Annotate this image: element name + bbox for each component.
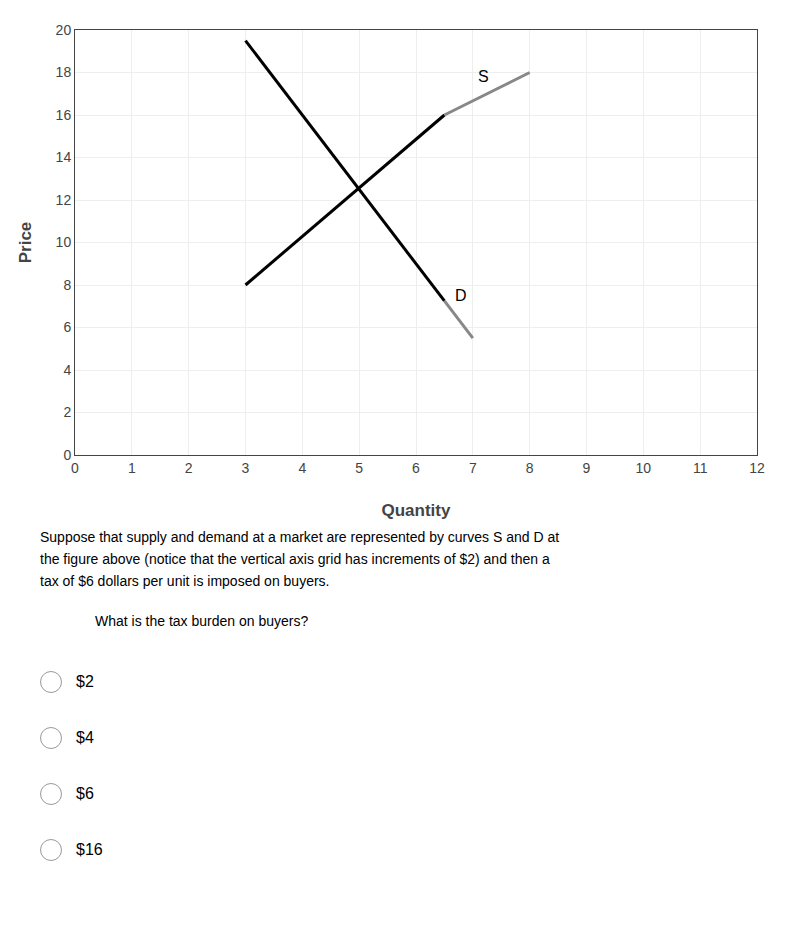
html-text:$2: $2 (76, 673, 94, 690)
html-text:What is the tax burden on buye: What is the tax burden on buyers? (95, 613, 309, 629)
svg-text:10: 10 (56, 234, 72, 250)
svg-text:6: 6 (412, 460, 420, 476)
html-text:the figure above (notice that: the figure above (notice that the vertic… (40, 551, 550, 567)
svg-text:7: 7 (469, 460, 477, 476)
svg-text:6: 6 (63, 319, 71, 335)
html-text:$6: $6 (76, 785, 94, 802)
svg-text:4: 4 (63, 362, 71, 378)
svg-text:2: 2 (185, 460, 193, 476)
svg-text:12: 12 (56, 192, 72, 208)
svg-text:10: 10 (636, 460, 652, 476)
svg-text:Quantity: Quantity (382, 501, 451, 520)
svg-text:Price: Price (16, 222, 35, 264)
svg-text:D: D (455, 287, 467, 304)
svg-text:1: 1 (128, 460, 136, 476)
html-text:Suppose that supply and demand: Suppose that supply and demand at a mark… (40, 529, 560, 545)
svg-text:0: 0 (71, 460, 79, 476)
svg-text:20: 20 (56, 22, 72, 38)
html-text:$4: $4 (76, 729, 94, 746)
svg-text:4: 4 (298, 460, 306, 476)
svg-text:14: 14 (56, 149, 72, 165)
svg-text:11: 11 (693, 460, 708, 476)
svg-text:0: 0 (63, 447, 71, 463)
html-text:tax of $6 dollars per unit is: tax of $6 dollars per unit is imposed on… (40, 573, 330, 589)
svg-text:18: 18 (56, 64, 72, 80)
svg-text:5: 5 (355, 460, 363, 476)
svg-text:9: 9 (583, 460, 591, 476)
svg-text:8: 8 (63, 277, 71, 293)
html-text:$16: $16 (76, 841, 103, 858)
svg-text:2: 2 (63, 404, 71, 420)
svg-text:12: 12 (749, 460, 765, 476)
svg-text:S: S (478, 68, 489, 85)
svg-text:3: 3 (242, 460, 250, 476)
svg-text:8: 8 (526, 460, 534, 476)
svg-text:16: 16 (56, 107, 72, 123)
